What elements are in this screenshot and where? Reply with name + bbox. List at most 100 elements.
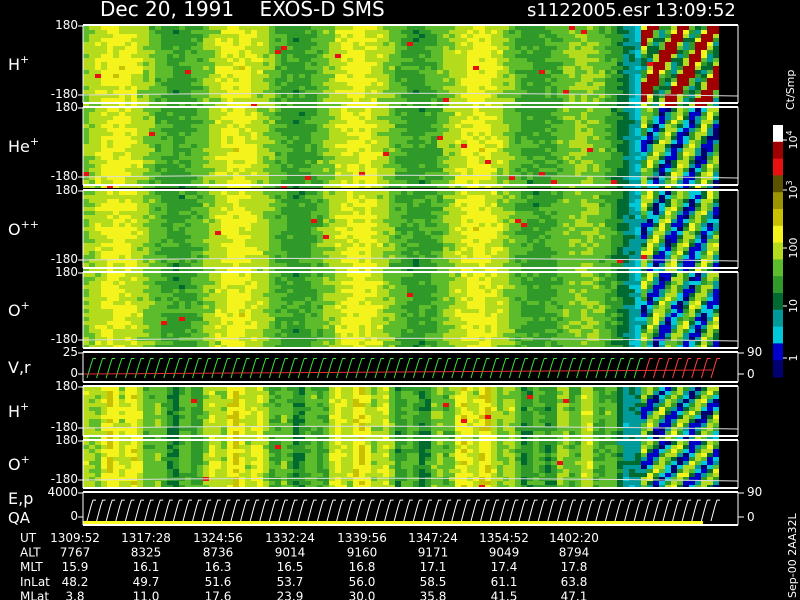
- spectrogram-cell: [179, 223, 185, 227]
- spectrogram-cell: [341, 38, 347, 42]
- spectrogram-cell: [137, 90, 143, 94]
- spectrogram-cell: [647, 30, 653, 34]
- spectrogram-cell: [173, 199, 179, 203]
- spectrogram-cell: [251, 140, 257, 144]
- spectrogram-cell: [227, 211, 233, 215]
- spectrogram-cell: [233, 58, 239, 62]
- spectrogram-cell: [335, 46, 341, 50]
- spectrogram-cell: [209, 90, 215, 94]
- spectrogram-cell: [341, 160, 347, 164]
- spectrogram-cell: [209, 98, 215, 102]
- spectrogram-cell: [377, 124, 383, 128]
- spectrogram-cell: [371, 98, 377, 102]
- spectrogram-cell: [545, 90, 551, 94]
- spectrogram-cell: [305, 70, 311, 74]
- spectrogram-cell: [713, 180, 719, 184]
- spectrogram-cell: [467, 62, 473, 66]
- spectrogram-cell: [671, 140, 677, 144]
- spectrogram-cell: [593, 98, 599, 102]
- spectrogram-cell: [353, 144, 359, 148]
- spectrogram-cell: [587, 144, 593, 148]
- spectrogram-cell: [707, 140, 713, 144]
- spectrogram-cell: [125, 195, 131, 199]
- spectrogram-cell: [155, 26, 161, 30]
- spectrogram-cell: [611, 50, 617, 54]
- spectrogram-cell: [281, 94, 287, 98]
- spectrogram-cell: [269, 164, 275, 168]
- spectrogram-cell: [317, 168, 323, 172]
- spectrogram-cell: [611, 42, 617, 46]
- spectrogram-cell: [539, 62, 545, 66]
- spectrogram-cell: [305, 112, 311, 116]
- spectrogram-cell: [125, 66, 131, 70]
- spectrogram-cell: [263, 168, 269, 172]
- spectrogram-cell: [353, 156, 359, 160]
- spectrogram-cell: [617, 144, 623, 148]
- spectrogram-cell: [671, 46, 677, 50]
- spectrogram-cell: [413, 30, 419, 34]
- spectrogram-cell: [335, 70, 341, 74]
- spectrogram-cell: [119, 70, 125, 74]
- spectrogram-cell: [245, 168, 251, 172]
- spectrogram-cell: [431, 82, 437, 86]
- spectrogram-cell: [221, 120, 227, 124]
- spectrogram-cell: [119, 199, 125, 203]
- spectrogram-cell: [437, 46, 443, 50]
- spectrogram-cell: [299, 164, 305, 168]
- spectrogram-cell: [449, 38, 455, 42]
- spectrogram-cell: [203, 227, 209, 231]
- spectrogram-cell: [503, 132, 509, 136]
- spectrogram-cell: [623, 120, 629, 124]
- spectrogram-cell: [83, 70, 89, 74]
- spectrogram-cell: [287, 199, 293, 203]
- spectrogram-cell: [551, 74, 557, 78]
- spectrogram-cell: [485, 124, 491, 128]
- spectrogram-cell: [587, 38, 593, 42]
- spectrogram-cell: [377, 180, 383, 184]
- spectrogram-cell: [605, 38, 611, 42]
- spectrogram-cell: [377, 46, 383, 50]
- spectrogram-cell: [125, 263, 131, 267]
- spectrogram-cell: [353, 168, 359, 172]
- spectrogram-cell: [257, 58, 263, 62]
- spectrogram-cell: [485, 30, 491, 34]
- spectrogram-cell: [263, 38, 269, 42]
- spectrogram-cell: [611, 148, 617, 152]
- spectrogram-cell: [299, 207, 305, 211]
- spectrogram-cell: [437, 78, 443, 82]
- spectrogram-cell: [155, 58, 161, 62]
- spectrogram-cell: [323, 180, 329, 184]
- spectrogram-cell: [125, 235, 131, 239]
- spectrogram-cell: [251, 112, 257, 116]
- spectrogram-cell: [659, 160, 665, 164]
- spectrogram-cell: [665, 94, 671, 98]
- spectrogram-cell: [413, 98, 419, 102]
- spectrogram-cell: [155, 259, 161, 263]
- spectrogram-cell: [167, 239, 173, 243]
- spectrogram-cell: [173, 70, 179, 74]
- spectrogram-cell: [263, 124, 269, 128]
- spectrogram-cell: [209, 124, 215, 128]
- spectrogram-cell: [353, 116, 359, 120]
- spectrogram-cell: [647, 172, 653, 176]
- spectrogram-cell: [113, 247, 119, 251]
- spectrogram-cell: [599, 74, 605, 78]
- spectrogram-cell: [545, 74, 551, 78]
- spectrogram-cell: [245, 30, 251, 34]
- spectrogram-cell: [305, 90, 311, 94]
- spectrogram-cell: [191, 140, 197, 144]
- spectrogram-cell: [545, 148, 551, 152]
- spectrogram-cell: [251, 74, 257, 78]
- spectrogram-cell: [143, 231, 149, 235]
- spectrogram-cell: [263, 243, 269, 247]
- spectrogram-cell: [479, 176, 485, 180]
- spectrogram-cell: [197, 42, 203, 46]
- spectrogram-cell: [191, 203, 197, 207]
- spectrogram-cell: [395, 152, 401, 156]
- spectrogram-cell: [299, 98, 305, 102]
- spectrogram-cell: [533, 90, 539, 94]
- spectrogram-cell: [467, 78, 473, 82]
- spectrogram-cell: [185, 132, 191, 136]
- spectrogram-cell: [551, 116, 557, 120]
- spectrogram-cell: [383, 54, 389, 58]
